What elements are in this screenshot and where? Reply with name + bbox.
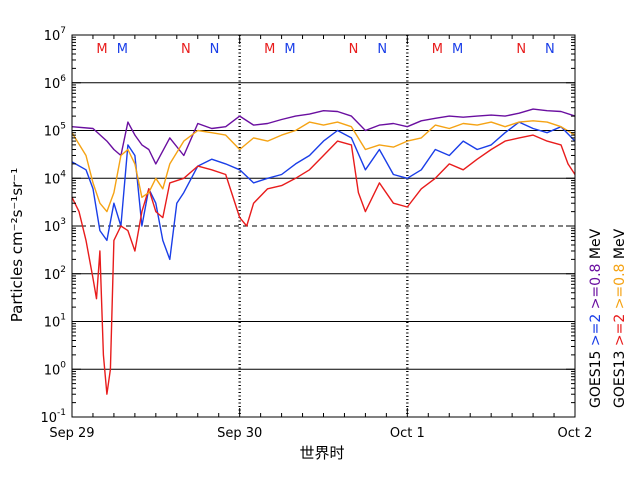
y-tick-label: 102 [44, 265, 66, 283]
y-tick-exponent: 1 [60, 313, 66, 323]
legend-text: MeV [588, 228, 604, 263]
y-tick-base: 10 [40, 411, 57, 426]
y-tick-label: 106 [44, 74, 67, 92]
y-tick-label: 100 [44, 360, 67, 378]
y-tick-exponent: 5 [60, 122, 66, 132]
y-tick-exponent: 7 [60, 26, 66, 36]
event-marker: N [377, 42, 387, 57]
series-line [71, 134, 576, 395]
event-marker: M [284, 42, 295, 57]
legend-text: GOES15 [588, 351, 604, 408]
event-marker: M [96, 42, 107, 57]
event-marker: N [516, 42, 526, 57]
event-marker: M [452, 42, 463, 57]
y-tick-label: 105 [44, 122, 66, 140]
y-tick-exponent: 4 [60, 169, 66, 179]
legend-text: >=2 [612, 314, 628, 351]
event-marker: N [181, 42, 191, 57]
series-line [71, 121, 576, 261]
y-tick-label: 107 [44, 26, 66, 44]
y-tick-base: 10 [44, 77, 61, 92]
event-marker: N [349, 42, 359, 57]
event-marker: N [545, 42, 555, 57]
y-axis-label: Particles cm⁻²s⁻¹sr⁻¹ [8, 168, 26, 322]
legend-text: MeV [612, 228, 628, 263]
series-line [71, 108, 576, 165]
legend-text: GOES13 [612, 351, 628, 408]
legend-text: >=2 [588, 314, 604, 351]
y-tick-label: 104 [44, 169, 67, 187]
y-tick-base: 10 [44, 363, 61, 378]
event-marker: M [432, 42, 443, 57]
series-line [71, 120, 576, 213]
event-marker: N [210, 42, 220, 57]
y-tick-base: 10 [44, 172, 61, 187]
y-tick-base: 10 [44, 29, 61, 44]
x-axis-label: 世界时 [299, 444, 344, 462]
y-tick-exponent: 0 [60, 360, 66, 370]
x-tick-label: Sep 29 [49, 426, 94, 441]
y-tick-base: 10 [44, 125, 61, 140]
legend-entry: GOES15 >=2 >=0.8 MeV [588, 228, 604, 408]
legend-entry: GOES13 >=2 >=0.8 MeV [612, 228, 628, 408]
y-tick-exponent: 6 [60, 74, 66, 84]
event-marker: M [117, 42, 128, 57]
y-tick-label: 103 [44, 217, 66, 235]
x-tick-label: Oct 2 [558, 426, 593, 441]
y-tick-exponent: -1 [57, 408, 66, 418]
y-tick-label: 10-1 [40, 408, 66, 426]
event-marker: M [264, 42, 275, 57]
y-tick-base: 10 [44, 220, 61, 235]
y-tick-exponent: 3 [60, 217, 66, 227]
y-tick-exponent: 2 [60, 265, 66, 275]
y-tick-base: 10 [44, 316, 61, 331]
series-group [71, 108, 576, 395]
x-tick-label: Oct 1 [390, 426, 425, 441]
y-tick-base: 10 [44, 268, 61, 283]
legend-text: >=0.8 [612, 264, 628, 314]
legend-text: >=0.8 [588, 264, 604, 314]
y-tick-label: 101 [44, 313, 66, 331]
x-tick-label: Sep 30 [217, 426, 262, 441]
